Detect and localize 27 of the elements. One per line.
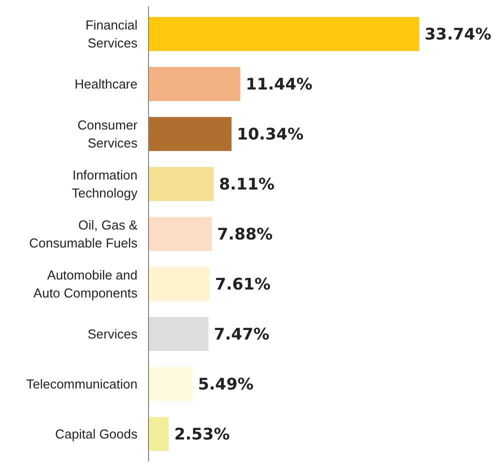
y-tick-label: Telecommunication [26,376,138,392]
data-label: 8.11% [219,174,275,194]
data-label: 33.74% [424,24,492,44]
bar [148,67,240,101]
y-tick-label: Capital Goods [55,426,138,442]
bar [148,267,210,301]
y-tick-label: Consumer Services [78,118,138,150]
data-label: 11.44% [246,74,312,94]
bar [148,217,212,251]
bar [148,167,214,201]
y-tick-label: Oil, Gas & Consumable Fuels [29,218,138,250]
data-label: 10.34% [236,124,304,144]
y-tick-label: Financial Services [85,18,138,50]
data-label: 5.49% [198,374,254,394]
bar [148,117,232,151]
bar [148,417,169,451]
y-tick-label: Healthcare [74,76,138,92]
y-tick-label: Information Technology [72,168,138,200]
bar [148,367,193,401]
bar [148,317,208,351]
y-tick-label: Services [88,326,138,342]
data-label: 7.88% [217,224,273,244]
data-label: 7.47% [214,324,270,344]
bar [148,17,420,51]
data-label: 7.61% [214,274,271,294]
y-tick-label: Automobile and Auto Components [33,268,138,300]
data-label: 2.53% [174,424,230,444]
